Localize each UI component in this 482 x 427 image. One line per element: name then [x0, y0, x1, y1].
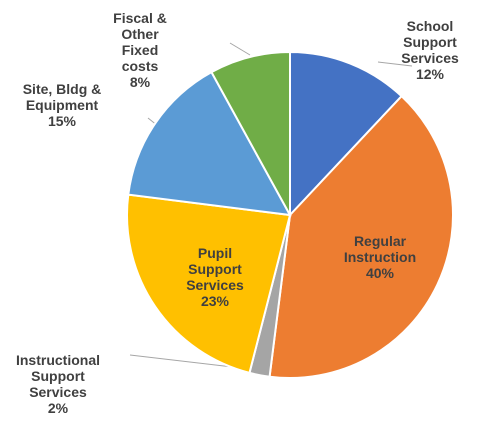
pie-slice	[127, 70, 292, 217]
pie-slice	[210, 50, 291, 216]
data-label: Regular Instruction 40%	[335, 233, 425, 281]
category-label: Instructional Support Services	[15, 352, 100, 400]
data-label: Site, Bldg & Equipment 15%	[20, 81, 105, 129]
data-label: School Support Services 12%	[394, 18, 466, 82]
pie-slice	[268, 94, 454, 379]
leader-line	[229, 42, 251, 56]
leader-line	[377, 61, 413, 67]
value-label: 12%	[415, 66, 445, 82]
category-label: Fiscal & Other Fixed costs	[113, 10, 167, 74]
pie-slice	[289, 50, 403, 218]
value-label: 15%	[47, 113, 77, 129]
value-label: 23%	[200, 293, 230, 309]
data-label: Instructional Support Services 2%	[14, 352, 102, 416]
value-label: 8%	[129, 74, 151, 90]
category-label: Regular Instruction	[343, 233, 417, 265]
data-label: Pupil Support Services 23%	[175, 245, 255, 309]
category-label: Pupil Support Services	[186, 245, 244, 293]
pie-slice	[126, 193, 292, 375]
data-label: Fiscal & Other Fixed costs 8%	[105, 10, 175, 90]
value-label: 40%	[365, 265, 395, 281]
category-label: School Support Services	[401, 18, 459, 66]
category-label: Site, Bldg & Equipment	[22, 81, 102, 113]
value-label: 2%	[47, 400, 69, 416]
